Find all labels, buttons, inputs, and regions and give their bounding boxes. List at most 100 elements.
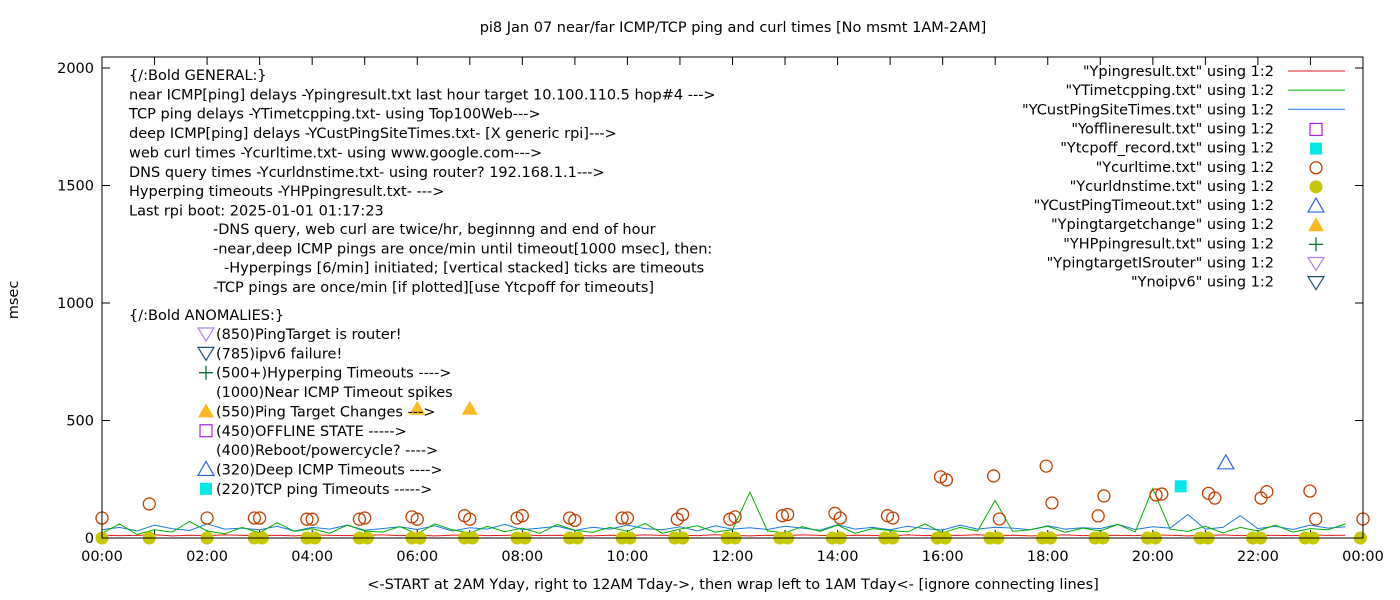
circle-open-mark [200,511,214,525]
x-axis-label: <-START at 2AM Yday, right to 12AM Tday-… [367,577,1099,593]
general-note: DNS query times -Ycurldnstime.txt- using… [129,165,605,181]
point-ycurltime [992,512,1007,526]
legend-label: "YCustPingSiteTimes.txt" using 1:2 [1022,102,1274,118]
point-ycurltime [615,511,629,525]
circle-open-mark [410,512,424,526]
circle-open-mark [1097,489,1111,503]
general-note: near ICMP[ping] delays -Ypingresult.txt … [129,87,716,103]
point-ycurltime [620,511,635,525]
legend-triangle-up-filled-icon [1308,217,1324,232]
circle-open-mark [305,512,319,526]
legend-circle-filled-icon [1309,180,1323,194]
point-ypingtargetchange [461,400,478,415]
point-ycurltime [200,511,214,525]
circle-open-mark [939,473,953,487]
square-filled-mark [200,482,212,495]
legend-label: "YHPpingresult.txt" using 1:2 [1063,236,1274,252]
legend-triangle-down-open-icon [1306,256,1326,272]
point-ycurltime [886,511,900,525]
x-tick-label: 14:00 [817,549,859,565]
general-note: web curl times -Ycurltime.txt- using www… [129,145,542,161]
point-ycurltime [833,511,847,525]
legend-label: "Ytcpoff_record.txt" using 1:2 [1060,141,1274,157]
circle-open-mark [568,513,582,528]
triangle-up-filled-mark [409,400,426,415]
triangle-up-open-mark [196,460,216,477]
circle-open-mark [1039,459,1053,473]
circle-open-mark [352,512,367,526]
x-tick-label: 22:00 [1237,549,1279,565]
circle-open-mark [252,511,267,525]
circle-open-mark [247,511,262,525]
point-ycurltime [775,509,790,523]
y-axis-label: msec [6,281,22,320]
point-ycurltime [1097,489,1111,503]
chart-title: pi8 Jan 07 near/far ICMP/TCP ping and cu… [480,20,987,36]
circle-open-mark [1309,512,1323,526]
triangle-up-open-mark [1306,196,1326,213]
circle-open-mark [992,512,1007,526]
legend-circle-open-icon [1309,161,1323,175]
legend-label: "Yofflineresult.txt" using 1:2 [1071,121,1274,137]
x-tick-label: 12:00 [712,549,754,565]
y-tick-label: 500 [66,414,94,430]
plus-mark [199,365,213,380]
point-ycurltime [675,507,690,522]
annotations: {/:Bold GENERAL:} near ICMP[ping] delays … [128,68,716,498]
point-ycurltime [1045,496,1059,510]
legend-triangle-up-open-icon [1306,196,1326,213]
circle-open-mark [1091,509,1105,523]
point-ycurltime [463,512,477,526]
point-ycurltime [1309,512,1323,526]
point-ycustpingtimeout [1216,453,1235,470]
legend-label: "YpingtargetISrouter" using 1:2 [1047,256,1274,272]
triangle-down-open-mark [1306,256,1326,272]
anomaly-triangle-down-open-icon [196,327,216,343]
circle-open-mark [1155,487,1169,501]
anomaly-triangle-up-open-icon [196,460,216,477]
point-ycurltime [300,512,314,526]
plot-border [101,56,1364,539]
legend-label: "YTimetcpping.txt" using 1:2 [1066,83,1274,99]
circle-open-mark [1045,496,1059,510]
detail-note: -Hyperpings [6/min] initiated; [vertical… [224,261,704,277]
detail-note: -TCP pings are once/min [if plotted][use… [213,280,654,296]
anomaly-plus-icon [199,365,213,380]
anomaly-label: (220)TCP ping Timeouts -----> [216,482,432,498]
anomaly-label: (500+)Hyperping Timeouts ----> [216,366,451,382]
circle-open-mark [358,511,372,525]
point-ycurltime [939,473,953,487]
x-tick-label: 08:00 [501,549,543,565]
circle-open-mark [775,509,790,523]
general-note: Hyperping timeouts -YHPpingresult.txt- -… [129,184,444,200]
x-tick-label: 04:00 [291,549,333,565]
anomalies-heading: {/:Bold ANOMALIES:} [129,308,284,324]
square-filled-mark [1174,480,1187,493]
triangle-down-open-mark [196,346,216,362]
point-ytcpoff_record [1174,480,1187,493]
point-ycurltime [1208,491,1222,505]
x-tick-label: 00:00 [1342,549,1384,565]
general-note: TCP ping delays -YTimetcpping.txt- using… [128,107,541,123]
anomaly-label: (1000)Near ICMP Timeout spikes [216,385,453,401]
series-line-ytimetcpping-txt [101,487,1346,536]
general-note: {/:Bold GENERAL:} [129,68,267,84]
circle-open-mark [1260,485,1274,499]
x-tick-label: 10:00 [607,549,649,565]
anomaly-label: (450)OFFLINE STATE -----> [216,424,407,440]
circle-open-mark [986,469,1001,483]
circle-open-mark [728,510,742,524]
point-ycurltime [515,509,529,523]
x-tick-label: 06:00 [396,549,438,565]
detail-note: -near,deep ICMP pings are once/min until… [213,241,712,257]
legend-label: "Ynoipv6" using 1:2 [1131,275,1274,291]
detail-note: -DNS query, web curl are twice/hr, begin… [213,222,656,238]
triangle-up-filled-mark [461,400,478,415]
circle-open-mark [781,507,795,522]
circle-open-mark [1208,491,1222,505]
circle-open-mark [675,507,690,522]
anomaly-label: (400)Reboot/powercycle? ----> [216,443,438,459]
anomaly-triangle-up-filled-icon [198,403,214,418]
triangle-up-filled-mark [198,403,214,418]
